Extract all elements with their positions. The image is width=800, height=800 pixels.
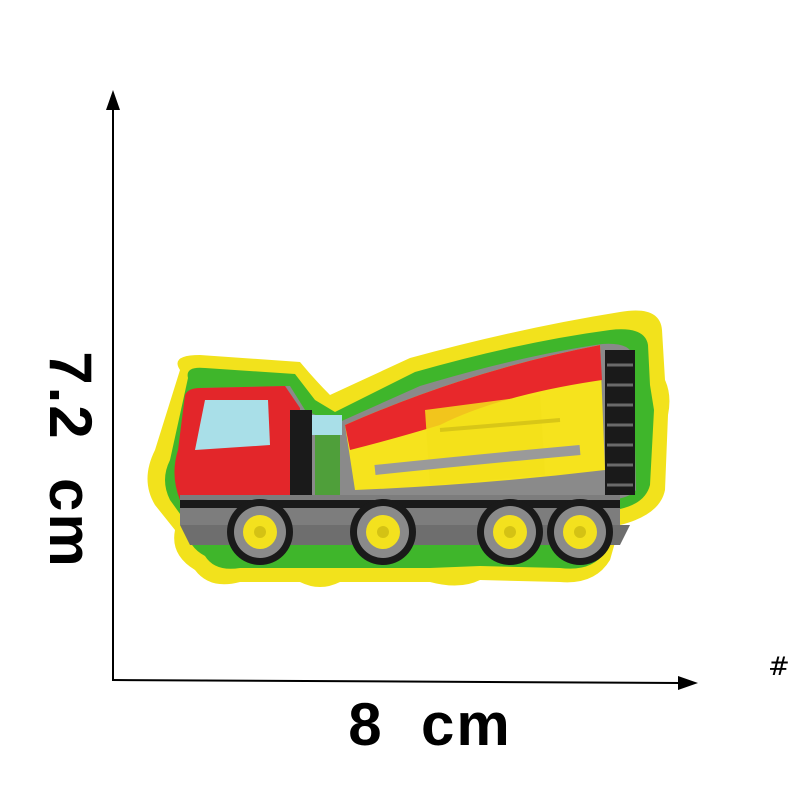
mixer-drum — [345, 345, 605, 490]
concrete-mixer-truck-patch — [147, 310, 670, 587]
truck-wheels — [227, 499, 613, 565]
cab-window — [195, 400, 270, 450]
height-dimension-label: 7.2 cm — [37, 351, 104, 569]
wheel-front — [227, 499, 293, 565]
horizontal-axis — [111, 676, 698, 690]
width-dimension-label: 8 cm — [348, 691, 512, 758]
wheel-rear-1 — [477, 499, 543, 565]
vertical-axis — [106, 90, 120, 680]
wheel-middle — [350, 499, 416, 565]
up-arrow-icon — [106, 90, 120, 110]
right-arrow-icon — [678, 676, 698, 690]
truck-cab — [174, 386, 342, 500]
corner-mark: # — [768, 652, 790, 682]
drum-rear-ladder — [605, 350, 635, 495]
wheel-rear-2 — [547, 499, 613, 565]
